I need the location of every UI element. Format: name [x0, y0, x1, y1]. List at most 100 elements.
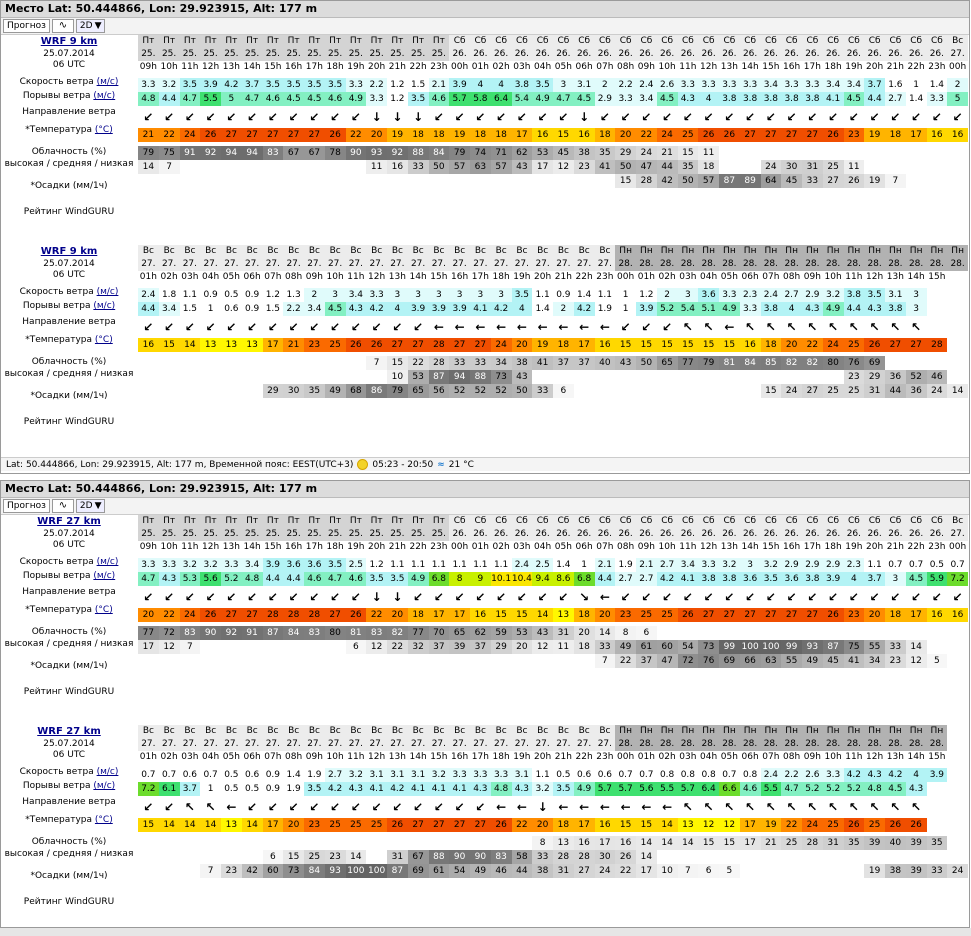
header-cell: 28.: [885, 738, 906, 751]
cloud-mid-cell: 54: [677, 640, 699, 654]
cloud-mid-cell: 88: [470, 370, 491, 384]
unit-link[interactable]: (°C): [94, 605, 113, 615]
temperature-cell: 28: [926, 338, 948, 352]
wind-speed-cell: 0.6: [573, 768, 595, 782]
wind-direction-cell: ↙: [620, 110, 631, 124]
header-cell: 28.: [636, 738, 657, 751]
model-link[interactable]: WRF 9 km: [1, 36, 137, 48]
unit-link[interactable]: (м/с): [96, 287, 119, 297]
cloud-low-cell: 24: [781, 384, 802, 398]
wind-gust-cell: 4.3: [345, 302, 367, 316]
wind-gust-cell: 4.3: [905, 782, 927, 796]
wind-direction-cell: ↖: [205, 800, 216, 814]
header-cell: 28.: [636, 258, 657, 271]
cloud-mid-cell: 73: [490, 370, 512, 384]
dimension-select[interactable]: 2D ▼: [75, 499, 106, 513]
cloud-mid-cell: 63: [470, 160, 491, 174]
cloud-mid-cell: 53: [407, 370, 429, 384]
unit-link[interactable]: (м/с): [96, 767, 119, 777]
unit-link[interactable]: (м/с): [96, 557, 119, 567]
dimension-select[interactable]: 2D ▼: [75, 19, 106, 33]
header-cell: 27.: [283, 258, 304, 271]
header-cell: 26.: [926, 48, 948, 61]
header-cell: Сб: [677, 515, 699, 528]
wind-direction-cell: ↙: [786, 590, 797, 604]
unit-link[interactable]: (°C): [94, 815, 113, 825]
hour-cell: 17h: [803, 62, 821, 72]
model-link[interactable]: WRF 27 km: [1, 516, 137, 528]
header-cell: Пн: [885, 245, 906, 258]
model-name[interactable]: WRF 27 km: [37, 726, 101, 737]
rating-label: Рейтинг WindGURU: [23, 897, 115, 907]
header-cell: 26.: [532, 528, 553, 541]
cloud-mid-cell: 33: [532, 850, 553, 864]
header-cell: Пн: [615, 245, 636, 258]
header-cell: Вс: [387, 725, 408, 738]
wind-speed-cell: 0.8: [698, 768, 719, 782]
temperature-cell: 26: [345, 608, 367, 622]
cloud-high-cell: [263, 356, 284, 370]
header-cell: 27.: [158, 738, 180, 751]
cloud-low-cell: [346, 174, 367, 188]
header-cell: Вс: [470, 245, 491, 258]
hour-cell: 13h: [886, 272, 904, 282]
wind-speed-cell: 3.3: [719, 78, 740, 92]
cloud-high-cell: 65: [656, 356, 678, 370]
wind-gust-cell: 4.1: [407, 782, 429, 796]
graph-icon[interactable]: ∿: [51, 499, 74, 513]
unit-link[interactable]: (м/с): [93, 571, 116, 581]
wind-gust-cell: 3.9: [428, 302, 450, 316]
cloud-high-cell: 92: [387, 146, 408, 160]
cloud-mid-cell: [802, 850, 823, 864]
cloud-high-cell: 31: [553, 626, 574, 640]
header-cell: 26.: [470, 48, 491, 61]
hour-cell: 11h: [679, 542, 697, 552]
model-name[interactable]: WRF 9 km: [40, 36, 98, 47]
wind-direction-row: ↙ ↙ ↙ ↙ ↙ ↙ ↙ ↙ ↙ ↙ ↙ ↙ ↙ ↙ ← ← ← ← ← ← ← ← ← ↙ ↙ ↙ ↖ ↖ ← ↖ ↖ ↖ ↖ ↖ ↖ ↖ ↖ ↖: [138, 320, 968, 334]
header-cell: 26.: [760, 528, 782, 541]
wind-speed-cell: 0.7: [947, 558, 968, 572]
unit-link[interactable]: (°C): [94, 335, 113, 345]
wind-speed-cell: 3: [739, 558, 761, 572]
forecast-tab[interactable]: Прогноз: [3, 19, 50, 33]
wind-speed-cell: 0.6: [594, 768, 616, 782]
cloud-high-cell: [864, 626, 885, 640]
unit-link[interactable]: (м/с): [96, 77, 119, 87]
header-cell: 28.: [905, 258, 927, 271]
model-name[interactable]: WRF 27 km: [37, 516, 101, 527]
cloud-low-cell: 44: [511, 864, 533, 878]
unit-link[interactable]: (м/с): [93, 91, 116, 101]
cloud-low-cell: 52: [490, 384, 512, 398]
cloud-mid-cell: 90: [470, 850, 491, 864]
cloud-mid-cell: [263, 160, 284, 174]
cloud-mid-cell: 12: [553, 160, 574, 174]
model-name[interactable]: WRF 9 km: [40, 246, 98, 257]
cloud-high-row: 7 15 22 28 33 33 34 38 41 37 37 40 43 50 65 77 79 81 84 85 8…: [138, 356, 968, 370]
day-row: Вс Вс Вс Вс Вс Вс Вс Вс Вс Вс Вс Вс Вс Вс Вс Вс Вс Вс Вс Вс…: [138, 725, 968, 738]
header-cell: 26.: [719, 48, 740, 61]
model-link[interactable]: WRF 9 km: [1, 246, 137, 258]
cloud-low-cell: 69: [407, 864, 429, 878]
wind-speed-cell: 1.1: [407, 558, 429, 572]
wind-gust-cell: 4.7: [241, 92, 263, 106]
unit-link[interactable]: (м/с): [93, 781, 116, 791]
cloud-mid-cell: 32: [407, 640, 429, 654]
cloud-high-cell: 40: [594, 356, 616, 370]
cloud-high-cell: 82: [387, 626, 408, 640]
wind-speed-cell: 1.4: [553, 558, 574, 572]
cloud-low-cell: 66: [739, 654, 761, 668]
cloud-high-cell: 88: [407, 146, 429, 160]
header-cell: 28.: [802, 738, 823, 751]
cloud-low-cell: [200, 174, 221, 188]
wind-direction-cell: ↙: [267, 590, 278, 604]
temperature-cell: 25: [345, 818, 367, 832]
graph-icon[interactable]: ∿: [51, 19, 74, 33]
unit-link[interactable]: (°C): [94, 125, 113, 135]
cloud-mid-row: 6 15 25 23 14 31 67 88 90 90 83 58 33 28 28 30 26 14: [138, 850, 968, 864]
cloud-high-cell: 37: [553, 356, 574, 370]
forecast-tab[interactable]: Прогноз: [3, 499, 50, 513]
cloud-low-cell: [408, 654, 429, 668]
unit-link[interactable]: (м/с): [93, 301, 116, 311]
toolbar: Прогноз ∿ 2D ▼: [1, 498, 969, 515]
model-link[interactable]: WRF 27 km: [1, 726, 137, 738]
